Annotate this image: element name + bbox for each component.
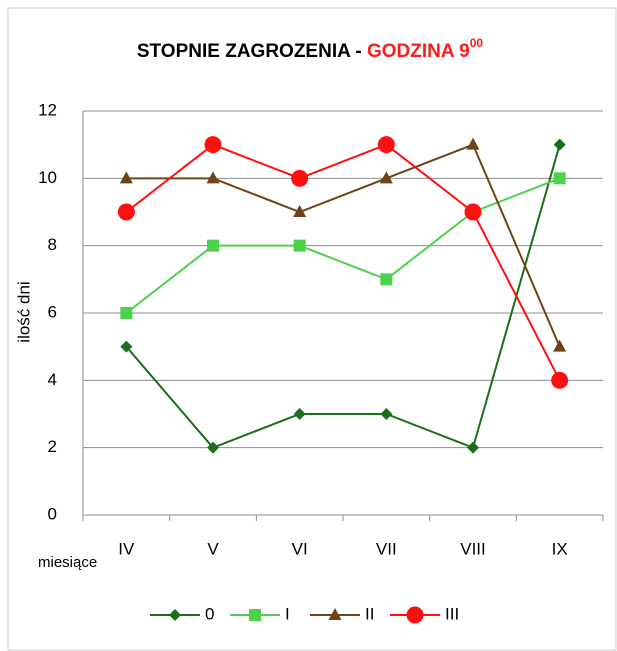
legend-label: III [445, 604, 459, 623]
marker-square [553, 172, 566, 185]
y-tick-label: 2 [48, 437, 57, 456]
marker-circle [117, 203, 135, 221]
marker-triangle [293, 205, 307, 217]
y-tick-label: 6 [48, 302, 57, 321]
series-line [125, 177, 561, 314]
marker-diamond [293, 408, 306, 420]
legend-label: I [285, 604, 290, 623]
y-tick-label: 10 [38, 168, 57, 187]
marker-diamond [380, 408, 393, 420]
marker-square [249, 609, 261, 621]
y-tick-label: 12 [38, 100, 57, 119]
x-axis-label: miesiące [38, 554, 97, 571]
marker-circle [406, 606, 424, 624]
marker-triangle [119, 171, 133, 184]
marker-circle [377, 136, 395, 154]
marker-circle [204, 136, 222, 154]
x-tick-label: IX [552, 539, 568, 558]
marker-circle [291, 169, 309, 187]
marker-triangle [379, 171, 393, 184]
y-tick-label: 8 [48, 235, 57, 254]
marker-triangle [553, 339, 567, 352]
legend-label: II [365, 604, 374, 623]
marker-circle [464, 203, 482, 221]
marker-triangle [328, 608, 342, 620]
y-tick-label: 0 [48, 504, 57, 523]
series-line [125, 144, 561, 449]
x-tick-label: V [207, 539, 219, 558]
y-tick-label: 4 [48, 370, 57, 389]
marker-square [120, 307, 133, 319]
series-line [126, 143, 561, 348]
marker-triangle [206, 171, 220, 184]
legend-label: 0 [205, 604, 214, 623]
title-highlight: GODZINA 9 [367, 41, 470, 62]
chart-border [7, 7, 617, 651]
title-superscript: 00 [470, 36, 484, 50]
marker-diamond [553, 138, 566, 151]
title-text: STOPNIE ZAGROZENIA - [137, 41, 367, 62]
x-tick-label: VII [376, 539, 397, 558]
series-line [125, 143, 561, 381]
marker-square [207, 239, 219, 252]
y-axis-label: ilość dni [14, 281, 33, 342]
marker-diamond [169, 609, 181, 621]
x-tick-label: VIII [460, 539, 486, 558]
marker-diamond [120, 340, 133, 353]
marker-triangle [466, 137, 480, 150]
x-tick-label: VI [292, 539, 308, 558]
marker-circle [551, 371, 569, 389]
marker-square [380, 273, 393, 286]
marker-diamond [467, 441, 479, 454]
chart-title: STOPNIE ZAGROZENIA - GODZINA 900 [137, 36, 484, 62]
marker-diamond [207, 441, 219, 454]
x-tick-label: IV [118, 539, 135, 558]
marker-square [293, 239, 306, 252]
